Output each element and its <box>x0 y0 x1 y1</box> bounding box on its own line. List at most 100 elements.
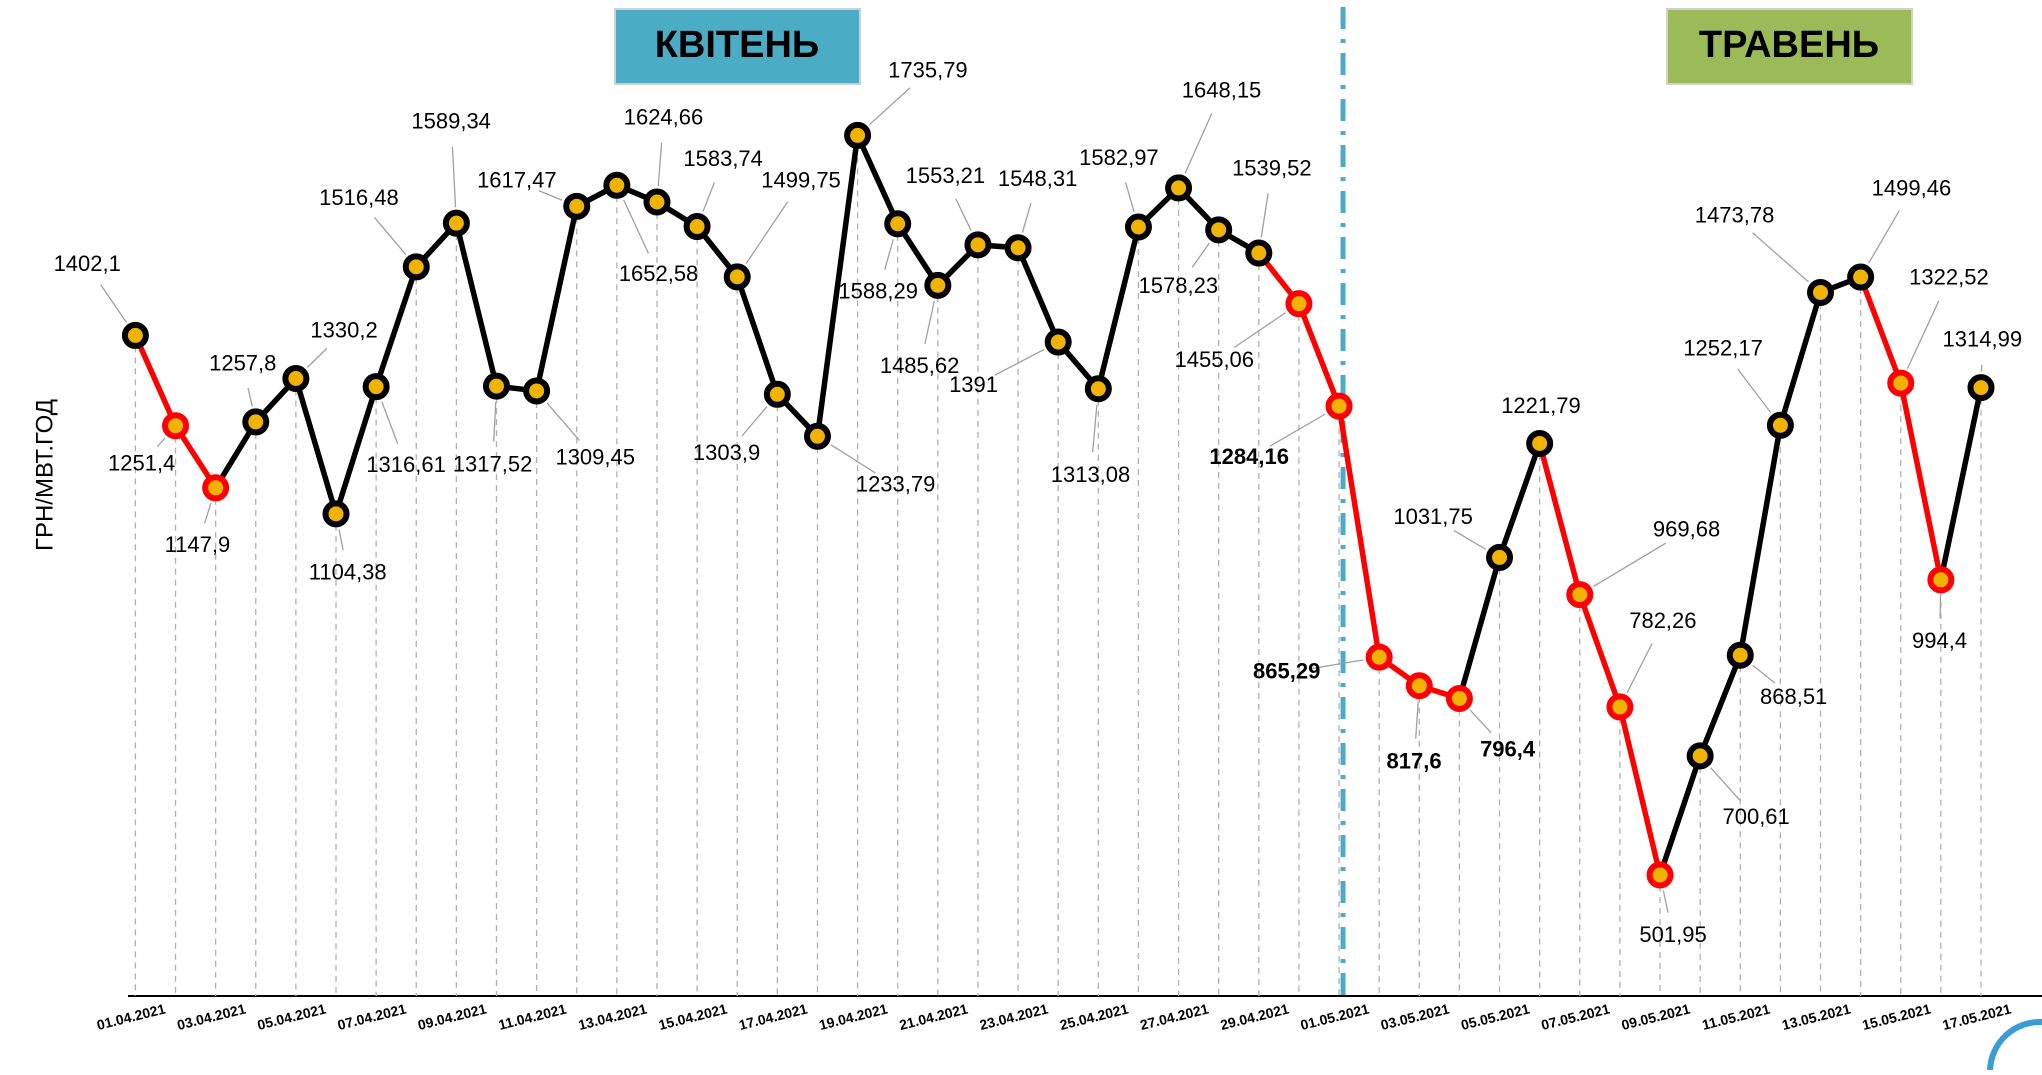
data-label: 865,29 <box>1253 659 1320 684</box>
marker <box>1810 282 1831 303</box>
data-label: 1455,06 <box>1175 347 1255 372</box>
data-label: 1617,47 <box>477 167 557 192</box>
x-tick-label: 07.04.2021 <box>336 1000 408 1033</box>
data-label: 1499,46 <box>1872 176 1952 201</box>
data-label: 501,95 <box>1639 922 1706 947</box>
data-label: 782,26 <box>1629 608 1696 633</box>
data-label: 1257,8 <box>209 350 276 375</box>
data-label: 1402,1 <box>54 251 121 276</box>
x-tick-label: 17.05.2021 <box>1941 1000 2013 1033</box>
x-tick-label: 23.04.2021 <box>978 1000 1050 1033</box>
marker <box>1690 745 1711 766</box>
marker <box>1048 332 1069 353</box>
marker <box>887 213 908 234</box>
leader-line <box>1663 891 1668 913</box>
x-tick-label: 03.05.2021 <box>1379 1000 1451 1033</box>
x-tick-label: 07.05.2021 <box>1540 1000 1612 1033</box>
leader-line <box>1869 211 1900 264</box>
line-segment <box>1018 248 1058 342</box>
x-tick-label: 29.04.2021 <box>1219 1000 1291 1033</box>
x-tick-label: 17.04.2021 <box>737 1000 809 1033</box>
data-label: 1582,97 <box>1079 145 1159 170</box>
x-tick-label: 01.04.2021 <box>95 1000 167 1033</box>
leader-line <box>1627 644 1652 693</box>
leader-line <box>374 217 405 254</box>
leader-line <box>339 530 343 551</box>
leader-line <box>658 143 661 186</box>
line-segment <box>456 223 496 386</box>
data-label: 868,51 <box>1760 684 1827 709</box>
marker <box>1409 675 1430 696</box>
line-segment <box>376 267 416 387</box>
marker <box>285 368 306 389</box>
x-tick-label: 25.04.2021 <box>1058 1000 1130 1033</box>
x-tick-label: 21.04.2021 <box>898 1000 970 1033</box>
marker <box>1609 696 1630 717</box>
leader-line <box>1416 702 1419 739</box>
x-tick-label: 15.05.2021 <box>1861 1000 1933 1033</box>
x-tick-label: 13.05.2021 <box>1780 1000 1852 1033</box>
month-label: ТРАВЕНЬ <box>1699 24 1879 66</box>
leader-line <box>1470 710 1491 733</box>
x-tick-label: 03.04.2021 <box>175 1000 247 1033</box>
y-axis-label: ГРН/МВТ.ГОД <box>31 399 58 551</box>
data-label: 1578,23 <box>1139 273 1219 298</box>
leader-line <box>869 88 910 125</box>
data-label: 1147,9 <box>165 532 231 557</box>
leader-line <box>101 285 127 322</box>
leader-line <box>494 402 496 441</box>
leader-line <box>995 349 1044 375</box>
line-segment <box>1740 425 1780 655</box>
marker <box>245 411 266 432</box>
data-label: 817,6 <box>1387 748 1442 773</box>
line-segment <box>1700 655 1740 756</box>
leader-line <box>746 202 788 264</box>
marker <box>767 384 788 405</box>
marker <box>606 175 627 196</box>
data-label: 1330,2 <box>310 317 377 342</box>
line-segment <box>1459 557 1499 698</box>
leader-line <box>307 348 327 367</box>
data-label: 1252,17 <box>1683 336 1763 361</box>
line-segment <box>135 335 175 425</box>
line-segment <box>1901 383 1941 580</box>
marker <box>1088 378 1109 399</box>
marker <box>646 192 667 213</box>
data-label: 1652,58 <box>619 261 699 286</box>
data-label: 969,68 <box>1653 517 1720 542</box>
data-label: 1284,16 <box>1209 444 1289 469</box>
data-label: 1473,78 <box>1695 203 1775 228</box>
leader-line <box>831 445 875 473</box>
marker <box>727 266 748 287</box>
leader-line <box>248 388 252 406</box>
line-segment <box>1540 443 1580 594</box>
leader-line <box>1192 243 1209 268</box>
leader-line <box>624 200 649 254</box>
data-label: 1553,21 <box>906 163 986 188</box>
leader-line <box>1234 313 1286 348</box>
marker <box>847 125 868 146</box>
leader-line <box>742 406 767 435</box>
data-label: 1499,75 <box>761 168 841 193</box>
leader-line <box>1711 768 1740 801</box>
data-label: 1322,52 <box>1909 265 1989 290</box>
line-segment <box>296 379 336 514</box>
data-label: 1589,34 <box>411 109 491 134</box>
leader-line <box>547 403 579 440</box>
marker <box>1890 373 1911 394</box>
data-label: 1624,66 <box>624 104 704 129</box>
marker <box>967 234 988 255</box>
data-label: 1313,08 <box>1051 462 1131 487</box>
data-label: 1031,75 <box>1393 504 1473 529</box>
month-label: КВІТЕНЬ <box>655 24 820 66</box>
leader-line <box>885 239 894 270</box>
data-label: 796,4 <box>1480 736 1536 761</box>
marker <box>366 376 387 397</box>
data-label: 1648,15 <box>1182 77 1262 102</box>
data-label: 1583,74 <box>683 146 763 171</box>
data-label: 1539,52 <box>1232 156 1312 181</box>
leader-line <box>157 438 165 447</box>
marker <box>1650 864 1671 885</box>
leader-line <box>925 301 935 344</box>
